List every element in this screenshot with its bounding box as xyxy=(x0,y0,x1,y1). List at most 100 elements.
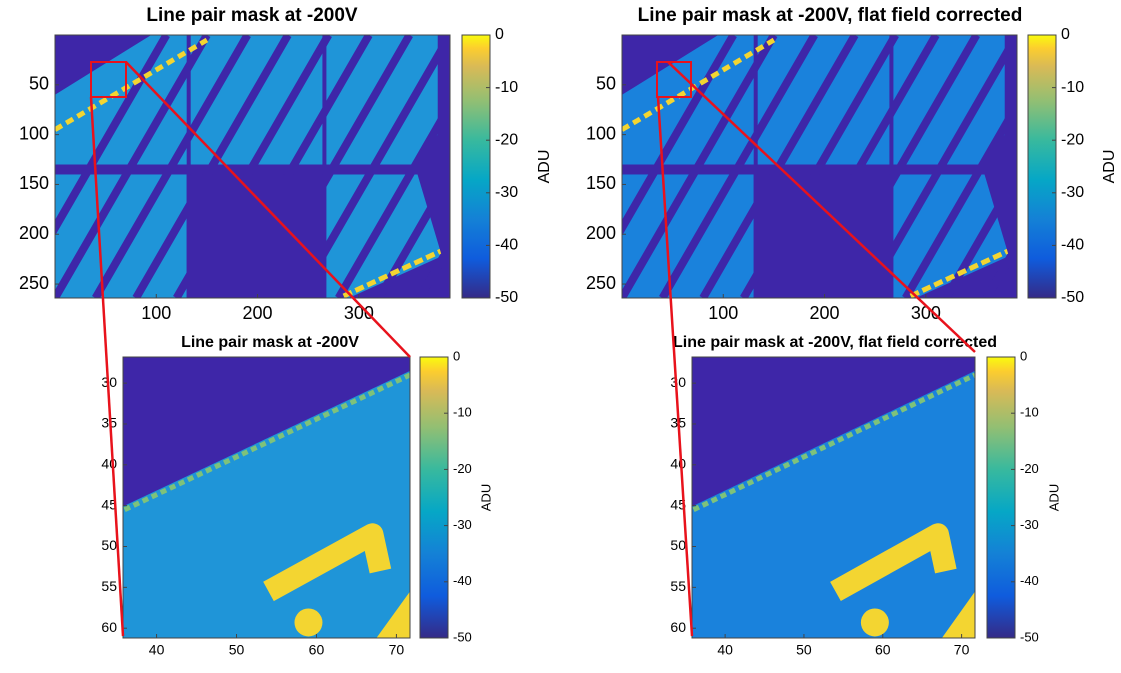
colorbar-label: ADU xyxy=(1101,150,1118,184)
colorbar-tick-label: -50 xyxy=(1061,289,1084,306)
arrow xyxy=(263,523,392,602)
y-tick-label: 100 xyxy=(586,123,616,143)
y-tick-label: 250 xyxy=(19,273,49,293)
x-tick-label: 50 xyxy=(796,641,812,657)
text-band xyxy=(909,246,1013,298)
zoom-line xyxy=(125,61,411,358)
colorbar-label: ADU xyxy=(1046,484,1061,511)
corner xyxy=(123,357,410,506)
zoom-line xyxy=(89,96,125,637)
colorbar-tick-label: -20 xyxy=(453,461,472,476)
blob xyxy=(860,608,889,637)
axes-box xyxy=(691,356,976,639)
x-tick-label: 50 xyxy=(229,641,245,657)
x-tick-label: 70 xyxy=(389,641,405,657)
colorbar-tick-label: -40 xyxy=(495,237,518,254)
cut xyxy=(437,35,450,175)
chart-title: Line pair mask at -200V xyxy=(181,334,359,351)
colorbar xyxy=(1027,34,1057,299)
y-tick-label: 200 xyxy=(586,223,616,243)
x-tick-label: 40 xyxy=(717,641,733,657)
heatmap-image xyxy=(692,357,975,638)
text-band xyxy=(55,37,209,132)
arrow xyxy=(830,523,957,602)
heatmap-image xyxy=(622,35,1017,298)
colorbar-tick-label: 0 xyxy=(453,348,460,363)
colorbar-tick-label: -40 xyxy=(453,573,472,588)
y-tick-label: 250 xyxy=(586,273,616,293)
x-tick-label: 40 xyxy=(149,641,165,657)
colorbar-tick-label: -10 xyxy=(495,79,518,96)
y-tick-label: 50 xyxy=(596,74,616,94)
y-tick-label: 200 xyxy=(19,223,49,243)
gap xyxy=(188,174,325,298)
axes-box xyxy=(122,356,411,639)
x-tick-label: 300 xyxy=(344,303,374,323)
colorbar-tick-label: -30 xyxy=(1061,184,1084,201)
y-tick-label: 40 xyxy=(101,456,117,472)
y-tick-label: 45 xyxy=(101,496,117,512)
colorbar xyxy=(461,34,491,299)
x-tick-label: 100 xyxy=(708,303,738,323)
x-tick-label: 100 xyxy=(141,303,171,323)
zoom-box xyxy=(90,61,127,98)
edge xyxy=(692,372,975,513)
blob xyxy=(941,591,975,638)
x-tick-label: 60 xyxy=(309,641,325,657)
colorbar-tick-label: -50 xyxy=(1020,629,1039,644)
colorbar-tick-label: 0 xyxy=(1020,348,1027,363)
heatmap-image xyxy=(123,357,410,638)
axes-box xyxy=(621,34,1018,299)
axes-box xyxy=(54,34,451,299)
y-tick-label: 150 xyxy=(19,173,49,193)
y-tick-label: 30 xyxy=(670,374,686,390)
y-tick-label: 55 xyxy=(101,578,117,594)
colorbar-tick-label: -50 xyxy=(495,289,518,306)
stripe xyxy=(375,167,450,298)
colorbar-tick-label: -10 xyxy=(1061,79,1084,96)
colorbar-tick-label: -20 xyxy=(1020,461,1039,476)
x-tick-label: 70 xyxy=(954,641,970,657)
stripe xyxy=(942,167,1017,298)
colorbar-tick-label: -20 xyxy=(495,131,518,148)
blob xyxy=(376,591,410,638)
colorbar-tick-label: 0 xyxy=(495,26,504,43)
zoom-line xyxy=(656,96,694,637)
colorbar-tick-label: -10 xyxy=(1020,405,1039,420)
y-tick-label: 60 xyxy=(670,619,686,635)
colorbar-tick-label: 0 xyxy=(1061,26,1070,43)
x-tick-label: 200 xyxy=(243,303,273,323)
gap xyxy=(755,174,892,298)
colorbar-label: ADU xyxy=(478,484,493,511)
colorbar-tick-label: -50 xyxy=(453,629,472,644)
colorbar xyxy=(986,356,1016,639)
y-tick-label: 60 xyxy=(101,619,117,635)
colorbar-tick-label: -40 xyxy=(1061,237,1084,254)
y-tick-label: 50 xyxy=(670,537,686,553)
cut xyxy=(1004,35,1017,175)
x-tick-label: 60 xyxy=(875,641,891,657)
zoom-box xyxy=(656,61,692,98)
colorbar-tick-label: -40 xyxy=(1020,573,1039,588)
colorbar-tick-label: -20 xyxy=(1061,131,1084,148)
y-tick-label: 150 xyxy=(586,173,616,193)
colorbar-tick-label: -30 xyxy=(1020,517,1039,532)
y-tick-label: 100 xyxy=(19,123,49,143)
cut xyxy=(414,134,450,298)
x-tick-label: 200 xyxy=(810,303,840,323)
edge xyxy=(123,372,410,513)
colorbar-tick-label: -10 xyxy=(453,405,472,420)
corner xyxy=(692,357,975,506)
colorbar-tick-label: -30 xyxy=(495,184,518,201)
x-tick-label: 300 xyxy=(911,303,941,323)
colorbar-tick-label: -30 xyxy=(453,517,472,532)
blob xyxy=(294,608,323,637)
y-tick-label: 30 xyxy=(101,374,117,390)
y-tick-label: 55 xyxy=(670,578,686,594)
cut xyxy=(981,134,1017,298)
y-tick-label: 50 xyxy=(29,74,49,94)
y-tick-label: 40 xyxy=(670,456,686,472)
y-tick-label: 50 xyxy=(101,537,117,553)
zoom-line xyxy=(667,61,976,353)
